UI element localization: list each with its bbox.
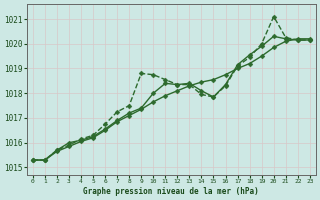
- X-axis label: Graphe pression niveau de la mer (hPa): Graphe pression niveau de la mer (hPa): [84, 187, 259, 196]
